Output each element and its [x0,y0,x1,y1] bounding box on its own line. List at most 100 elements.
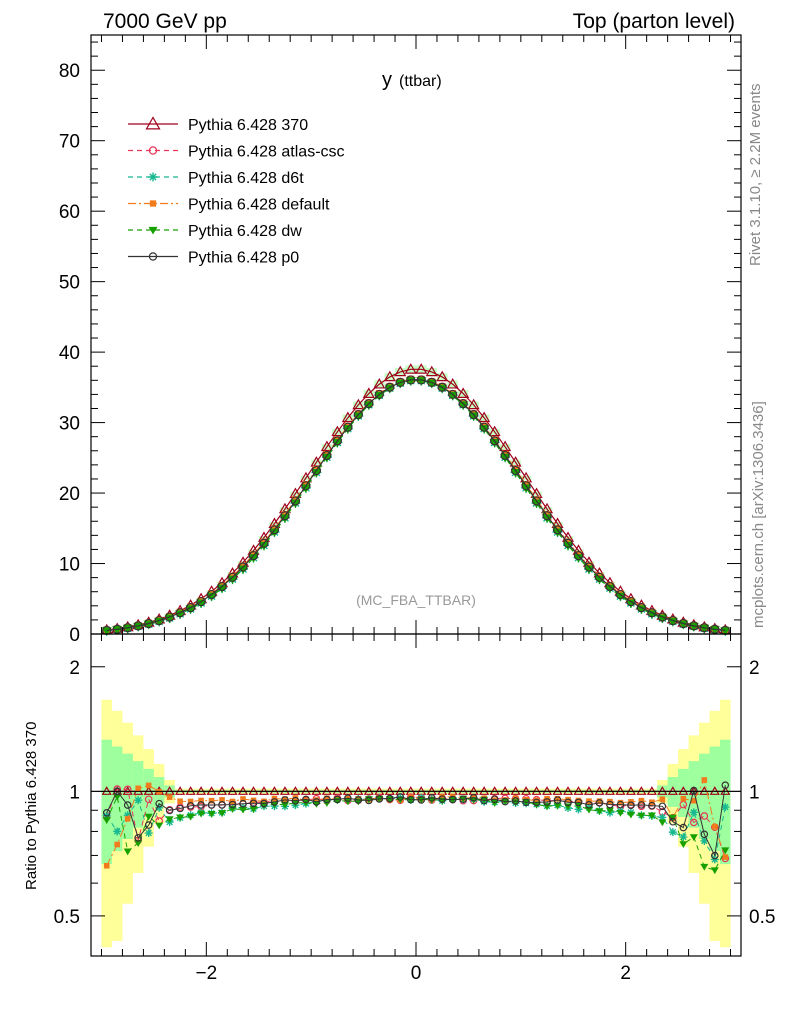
ratio-point [198,797,204,804]
ratio-point [385,794,394,803]
legend-label: Pythia 6.428 dw [188,223,302,240]
data-point [521,481,531,491]
legend-label: Pythia 6.428 d6t [188,170,304,187]
legend-marker [148,226,158,235]
ratio-point [564,798,572,807]
ratio-point [177,798,183,805]
data-point [521,484,532,493]
ratio-point [679,841,688,849]
ratio-point [187,798,194,805]
data-point [510,468,521,478]
data-point [478,411,491,423]
ratio-point [648,801,656,810]
data-point [123,623,133,633]
data-point [248,554,259,563]
data-point [720,627,731,636]
ratio-point [406,795,415,804]
series-layer [100,363,732,636]
uncertainty-bands [101,365,731,948]
ratio-tick-label: 2 [749,658,760,679]
ratio-point [324,795,330,802]
data-point [374,391,385,401]
legend-marker [148,172,158,182]
chart-title-sub: (ttbar) [399,73,442,90]
ratio-point [480,796,488,805]
data-point [320,440,333,452]
ratio-point [533,797,540,804]
data-point [279,514,290,523]
data-point [531,496,542,506]
data-point [385,382,395,392]
ratio-point [616,800,625,809]
ratio-point [700,830,709,839]
band-green [122,753,133,840]
ratio-point [710,867,719,875]
ratio-point [302,795,310,804]
ratio-point [280,801,289,809]
ratio-point [595,799,604,807]
ratio-point [700,863,709,871]
data-point [406,375,416,385]
ratio-point [249,806,258,814]
ratio-point [144,829,153,838]
band-green [667,777,679,807]
data-point [636,605,647,614]
data-point [573,554,584,563]
y-tick-label: 20 [59,484,80,505]
data-point [510,465,521,476]
ratio-point [123,801,132,809]
ratio-point [596,798,603,804]
data-point [383,370,396,382]
ratio-point [627,801,635,810]
ratio-point [323,795,331,804]
data-point [112,626,123,635]
data-point [468,412,479,421]
ratio-point [585,801,593,809]
ratio-point [134,796,143,805]
band-green [143,768,154,817]
ratio-point [616,810,625,817]
data-point [552,525,563,535]
data-point [542,511,552,521]
data-point [416,377,427,386]
y-tick-label: 50 [59,273,80,294]
ratio-point [459,795,467,804]
ratio-point [354,796,363,804]
ratio-point [605,807,614,815]
data-point [594,572,605,582]
data-point [259,538,269,548]
legend-label: Pythia 6.428 atlas-csc [188,144,345,161]
ratio-point [102,808,111,817]
data-point [605,581,615,592]
legend-marker [148,252,158,261]
data-point [353,412,364,421]
data-point [394,365,407,377]
data-point [196,599,207,608]
ratio-point [291,796,300,805]
ratio-point [396,793,405,801]
data-point [615,592,626,602]
rivet-label: Rivet 3.1.10, ≥ 2.2M events [747,84,764,267]
ratio-point [669,817,677,826]
data-point [626,596,636,607]
ratio-point [165,816,174,824]
ratio-point [722,854,729,860]
data-point [563,541,574,551]
ratio-point [680,795,687,802]
ratio-point [313,797,320,803]
data-point [563,538,573,548]
data-point [625,599,636,608]
ratio-point [584,806,593,814]
ratio-point [166,794,173,800]
ratio-point [102,817,111,824]
ratio-point [281,796,289,804]
ratio-point [155,822,164,830]
y-tick-label: 70 [59,132,80,153]
data-point [657,612,667,622]
ratio-point [721,847,730,855]
ratio-point [574,798,583,807]
data-point [363,401,374,410]
y-tick-label: 40 [59,343,80,364]
data-point [144,618,154,629]
data-point [206,589,217,600]
